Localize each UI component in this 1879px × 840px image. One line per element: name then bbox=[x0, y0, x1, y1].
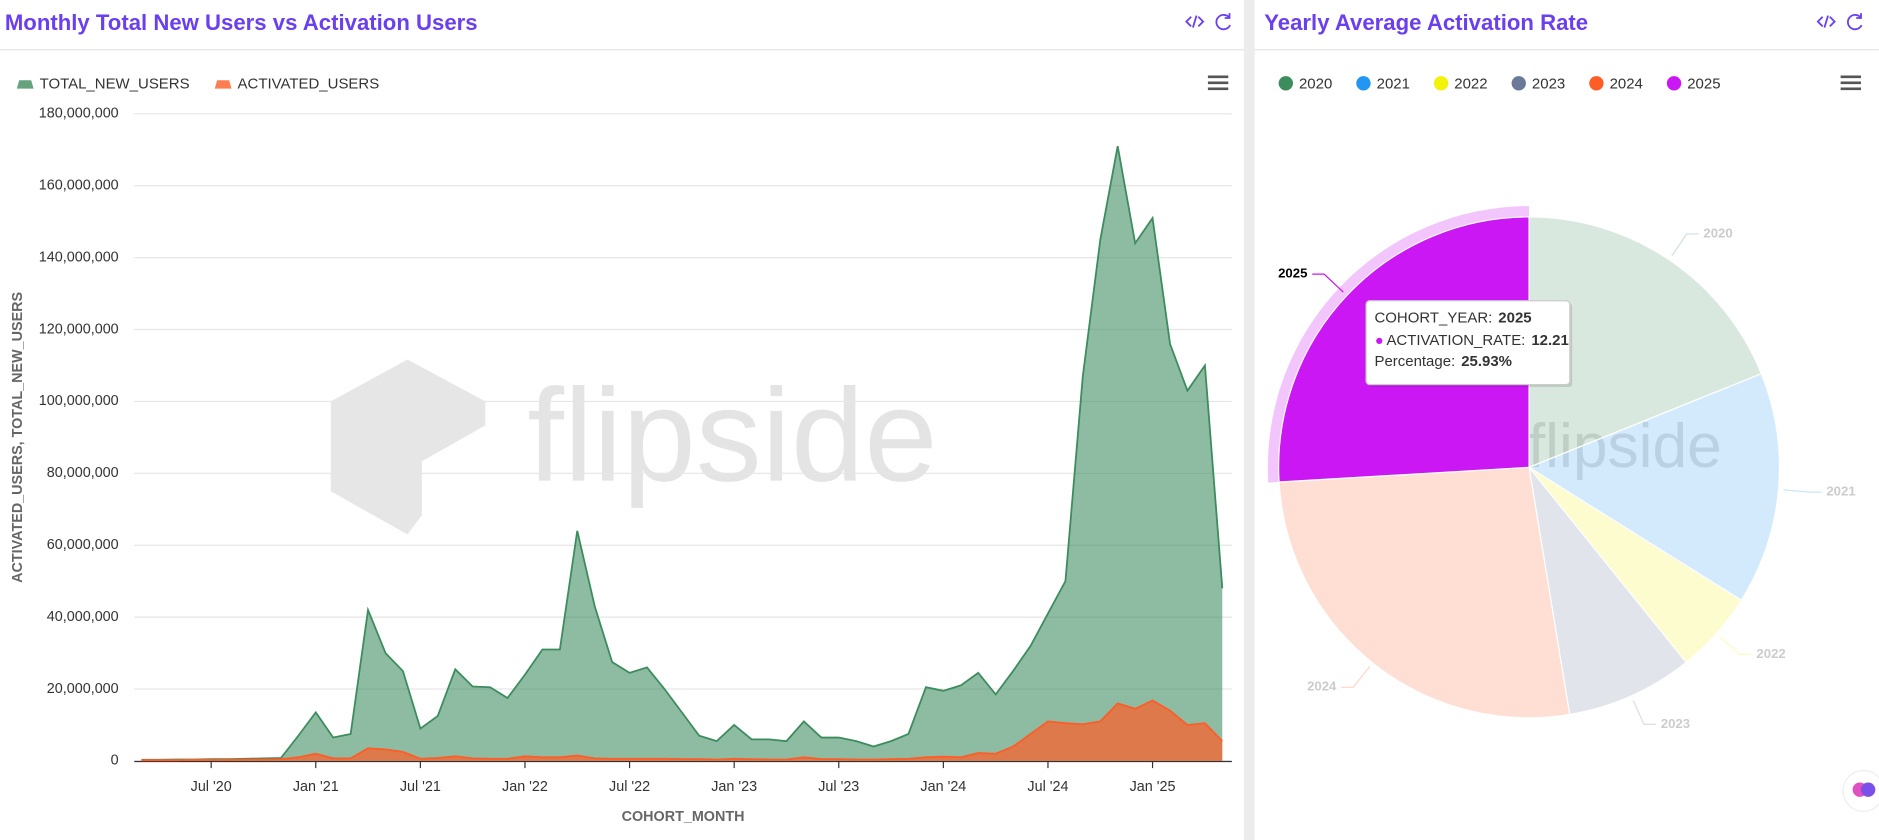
legend-dot bbox=[1278, 76, 1293, 91]
menu-button[interactable] bbox=[1207, 75, 1229, 91]
slice-label: 2023 bbox=[1661, 716, 1690, 731]
tooltip-dot bbox=[1376, 337, 1383, 345]
slice-label: 2021 bbox=[1826, 484, 1855, 499]
y-tick-label: 20,000,000 bbox=[47, 681, 119, 697]
pie-slice bbox=[1528, 216, 1763, 469]
x-tick-label: Jul '21 bbox=[400, 779, 441, 795]
x-tick-label: Jul '22 bbox=[609, 779, 650, 795]
legend-swatch bbox=[214, 80, 232, 89]
y-tick-label: 100,000,000 bbox=[39, 393, 119, 409]
slice-label: 2020 bbox=[1703, 225, 1732, 240]
tooltip-label: COHORT_YEAR: bbox=[1374, 310, 1492, 327]
area-line bbox=[141, 699, 1223, 762]
area-chart: 0 20,000,000 40,000,000 60,000,000 80,000,00… bbox=[10, 75, 1232, 825]
y-tick-label: 60,000,000 bbox=[47, 537, 119, 553]
code-button[interactable] bbox=[1816, 15, 1836, 28]
legend-swatch bbox=[16, 80, 34, 89]
assistant-button[interactable] bbox=[1842, 769, 1879, 812]
slice-label: 2022 bbox=[1756, 646, 1785, 661]
y-axis-title: ACTIVATED_USERS, TOTAL_NEW_USERS bbox=[10, 291, 26, 582]
tooltip-value: 2025 bbox=[1498, 310, 1531, 327]
y-tick-label: 120,000,000 bbox=[39, 321, 119, 337]
legend-dot bbox=[1511, 76, 1526, 91]
legend-label: 2020 bbox=[1299, 75, 1332, 92]
area-line bbox=[141, 146, 1224, 761]
refresh-button[interactable] bbox=[1215, 13, 1231, 31]
legend-dot bbox=[1666, 76, 1682, 91]
label-connector bbox=[1671, 233, 1699, 257]
x-tick-label: Jan '24 bbox=[920, 779, 966, 795]
label-connector bbox=[1341, 666, 1371, 688]
tooltip-label: Percentage: bbox=[1374, 353, 1455, 370]
legend-dot bbox=[1589, 76, 1604, 91]
x-tick-label: Jul '23 bbox=[818, 779, 859, 795]
legend-dot bbox=[1356, 76, 1371, 91]
pie-chart: 2020 2021 2022 2023 2024 2025 2020 2021 2022 2023… bbox=[1267, 75, 1856, 731]
y-tick-label: 80,000,000 bbox=[47, 465, 119, 481]
tooltip-label: ACTIVATION_RATE: bbox=[1386, 332, 1525, 349]
y-tick-label: 160,000,000 bbox=[39, 178, 119, 194]
pie-slice bbox=[1527, 372, 1781, 602]
y-tick-label: 0 bbox=[111, 753, 119, 769]
tooltip-value: 12.21 bbox=[1531, 332, 1568, 349]
legend-label: 2023 bbox=[1532, 75, 1565, 92]
label-connector bbox=[1632, 700, 1656, 726]
pie-slice bbox=[1528, 465, 1687, 716]
code-button[interactable] bbox=[1185, 15, 1205, 28]
legend-label: 2025 bbox=[1687, 75, 1720, 92]
x-tick-label: Jul '20 bbox=[191, 779, 232, 795]
tooltip-value: 25.93% bbox=[1461, 353, 1512, 370]
legend-label: 2021 bbox=[1377, 75, 1410, 92]
x-tick-label: Jan '21 bbox=[293, 779, 339, 795]
menu-button[interactable] bbox=[1840, 75, 1861, 91]
pie-slice bbox=[1278, 466, 1571, 719]
x-tick-label: Jan '23 bbox=[711, 779, 757, 795]
x-tick-label: Jul '24 bbox=[1027, 779, 1068, 795]
refresh-button[interactable] bbox=[1847, 13, 1863, 31]
legend-dot bbox=[1433, 76, 1449, 91]
watermark-logo bbox=[330, 359, 486, 535]
legend-label: TOTAL_NEW_USERS bbox=[40, 75, 190, 92]
chart-title: Monthly Total New Users vs Activation Us… bbox=[5, 10, 478, 35]
y-tick-label: 40,000,000 bbox=[47, 609, 119, 625]
legend-label: ACTIVATED_USERS bbox=[238, 75, 380, 92]
tooltip: COHORT_YEAR: 2025 ACTIVATION_RATE: 12.21 Per… bbox=[1365, 300, 1573, 388]
area-fill bbox=[141, 146, 1223, 761]
legend-label: 2024 bbox=[1610, 75, 1643, 92]
x-axis-title: COHORT_MONTH bbox=[622, 809, 745, 825]
watermark: flipside bbox=[1528, 412, 1722, 481]
slice-label: 2025 bbox=[1278, 266, 1307, 281]
area-fill bbox=[141, 700, 1223, 761]
panel-divider bbox=[1243, 0, 1255, 840]
y-tick-label: 140,000,000 bbox=[39, 249, 119, 265]
label-connector bbox=[1312, 273, 1344, 293]
tooltip-box bbox=[1365, 300, 1571, 386]
x-tick-label: Jan '25 bbox=[1130, 779, 1176, 795]
label-connector bbox=[1783, 489, 1822, 493]
y-tick-label: 180,000,000 bbox=[39, 106, 119, 122]
x-tick-label: Jan '22 bbox=[502, 779, 548, 795]
chart-title: Yearly Average Activation Rate bbox=[1264, 10, 1588, 35]
label-connector bbox=[1719, 636, 1752, 655]
legend-label: 2022 bbox=[1454, 75, 1487, 92]
slice-label: 2024 bbox=[1307, 679, 1337, 694]
watermark: flipside bbox=[527, 362, 937, 509]
